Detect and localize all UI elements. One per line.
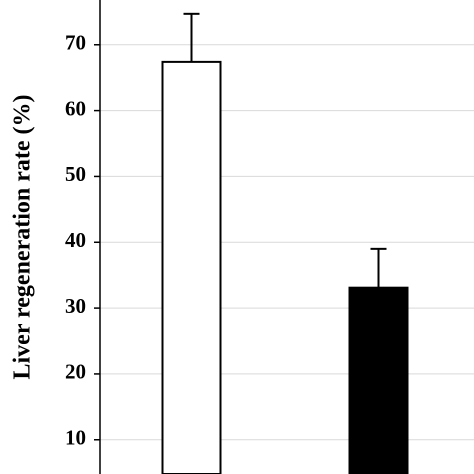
y-tick-label: 30 xyxy=(65,294,86,318)
bar xyxy=(161,60,222,474)
y-axis-label: Liver regeneration rate (%) xyxy=(10,94,36,379)
y-tick-label: 40 xyxy=(65,228,86,252)
y-tick-label: 50 xyxy=(65,162,86,186)
y-tick-label: 20 xyxy=(65,360,86,384)
y-tick-label: 70 xyxy=(65,31,86,55)
bar xyxy=(348,286,409,474)
y-tick-label: 10 xyxy=(65,426,86,450)
y-tick-label: 60 xyxy=(65,96,86,120)
